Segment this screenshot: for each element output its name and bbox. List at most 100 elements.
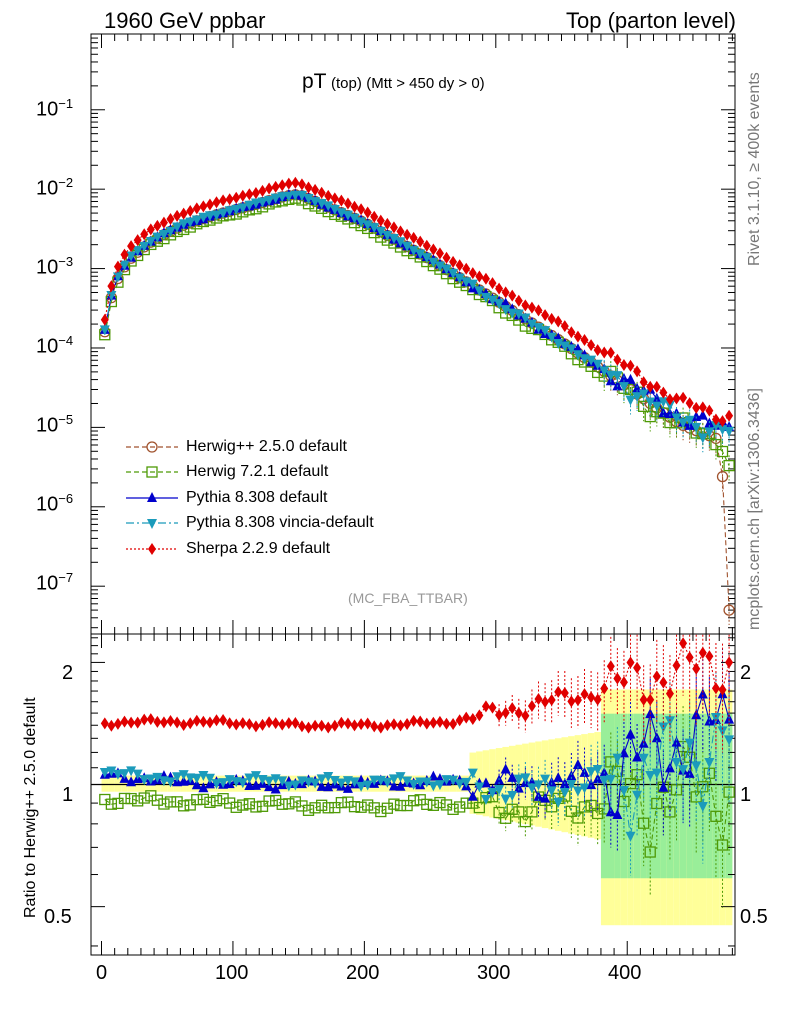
ratio-point	[276, 798, 288, 810]
data-point	[198, 212, 209, 223]
legend: Herwig++ 2.5.0 default Herwig 7.2.1 defa…	[124, 434, 374, 562]
x-tick-100: 100	[215, 962, 249, 984]
data-point	[324, 189, 333, 202]
data-point	[481, 272, 490, 285]
data-point	[337, 194, 346, 207]
ratio-point	[232, 718, 241, 731]
data-point	[139, 241, 150, 252]
data-point	[173, 209, 182, 222]
ratio-point	[138, 792, 150, 804]
data-point	[284, 177, 293, 190]
ratio-point	[711, 682, 720, 695]
ratio-point	[513, 806, 525, 818]
ratio-point	[179, 718, 188, 731]
ratio-point	[421, 777, 432, 788]
ratio-point	[572, 758, 583, 769]
ratio-point	[237, 778, 248, 789]
ratio-point	[428, 781, 439, 792]
ratio-point	[501, 706, 510, 719]
ratio-point	[474, 782, 485, 793]
data-point	[185, 217, 196, 228]
data-point	[692, 401, 701, 414]
ratio-point	[553, 797, 564, 808]
data-point	[441, 264, 452, 275]
data-point	[697, 433, 708, 444]
data-point	[153, 219, 162, 232]
data-point	[678, 418, 689, 429]
ratio-point	[704, 758, 715, 769]
ratio-point	[166, 714, 175, 727]
data-point	[448, 268, 459, 279]
data-point	[178, 219, 189, 230]
ratio-point	[638, 753, 649, 764]
data-point	[172, 222, 183, 233]
ratio-point	[625, 728, 636, 739]
ratio-point	[311, 719, 320, 732]
ratio-point	[480, 777, 491, 788]
ratio-point	[118, 792, 131, 805]
ratio-point	[659, 676, 668, 689]
data-point	[651, 401, 662, 412]
data-point	[146, 223, 155, 236]
ratio-point	[355, 801, 367, 813]
data-point	[560, 320, 569, 333]
data-point	[618, 382, 629, 393]
plot-title-sub: (top)	[330, 75, 362, 92]
ratio-point	[388, 774, 399, 785]
data-point	[449, 255, 458, 268]
data-point	[442, 251, 451, 264]
ratio-point	[519, 815, 532, 828]
data-point	[679, 391, 688, 404]
y-tick-1e-1: 10−1	[36, 96, 74, 121]
ratio-point	[197, 793, 210, 806]
ratio-point	[159, 716, 168, 729]
data-point	[664, 408, 675, 419]
data-point	[257, 197, 268, 208]
ratio-point	[416, 715, 425, 728]
data-point	[403, 228, 412, 241]
data-point	[554, 315, 563, 328]
data-point	[724, 426, 735, 437]
ratio-point	[507, 771, 518, 782]
ratio-point	[692, 662, 701, 675]
legend-swatch	[126, 519, 178, 530]
ratio-point	[396, 719, 405, 732]
ratio-point	[541, 695, 550, 708]
ratio-point	[613, 672, 622, 685]
ratio-point	[600, 682, 609, 695]
ratio-point	[343, 717, 352, 730]
ratio-point	[383, 719, 392, 732]
x-tick-400: 400	[608, 962, 642, 984]
ratio-point	[127, 716, 136, 729]
ratio-point	[251, 720, 260, 733]
data-point	[455, 259, 464, 272]
plot-title-main: pT	[302, 70, 327, 93]
ratio-point	[297, 720, 306, 733]
data-point	[363, 206, 372, 219]
ratio-point	[289, 796, 302, 808]
data-point	[421, 253, 432, 264]
data-point	[671, 413, 682, 424]
data-point	[665, 393, 674, 406]
legend-marker	[148, 542, 156, 555]
ratio-point	[185, 773, 196, 784]
data-point	[127, 240, 136, 253]
ratio-point	[171, 796, 183, 808]
data-point	[434, 261, 445, 272]
ratio-point	[481, 700, 490, 713]
ratio-point	[152, 772, 163, 783]
ratio-point	[191, 794, 203, 806]
ratio-point	[265, 716, 274, 729]
ratio-point	[724, 735, 735, 746]
data-point	[250, 198, 261, 209]
data-point	[126, 251, 137, 262]
data-point	[349, 213, 360, 224]
ratio-point	[427, 799, 440, 811]
ratio-point	[105, 798, 118, 810]
yellow-band	[502, 746, 509, 821]
y-tick-1e-3: 10−3	[36, 254, 74, 279]
data-point	[140, 228, 149, 241]
y-tick-1e-6: 10−6	[36, 491, 74, 516]
data-point	[388, 233, 399, 244]
